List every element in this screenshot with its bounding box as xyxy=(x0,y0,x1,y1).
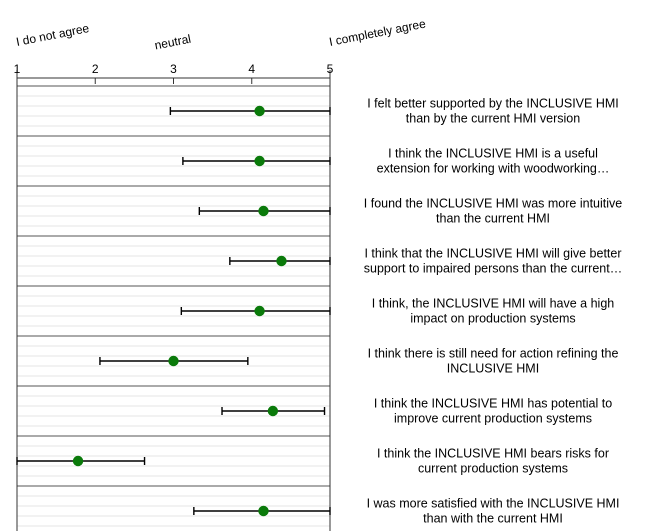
mean-point xyxy=(254,155,265,167)
statement-label: extension for working with woodworking… xyxy=(377,162,610,176)
statement-labels: I felt better supported by the INCLUSIVE… xyxy=(364,97,623,526)
statement-label: I think that the INCLUSIVE HMI will give… xyxy=(364,247,621,261)
statement-label: I think the INCLUSIVE HMI is a useful xyxy=(388,147,598,161)
statement-label: I think there is still need for action r… xyxy=(368,347,619,361)
scale-anchor-label: neutral xyxy=(153,32,192,53)
grid-layer xyxy=(17,95,330,527)
tick-label: 2 xyxy=(92,62,99,76)
statement-label: INCLUSIVE HMI xyxy=(447,362,539,376)
statement-label: impact on production systems xyxy=(410,312,575,326)
statement-label: I found the INCLUSIVE HMI was more intui… xyxy=(364,197,622,211)
statement-label: I think, the INCLUSIVE HMI will have a h… xyxy=(372,297,615,311)
mean-point xyxy=(258,505,269,517)
statement-label: than with the current HMI xyxy=(423,512,563,526)
statement-label: I felt better supported by the INCLUSIVE… xyxy=(367,97,619,111)
mean-point xyxy=(258,205,269,217)
statement-label: I think the INCLUSIVE HMI has potential … xyxy=(374,397,612,411)
scale-anchors: I do not agree neutral I completely agree xyxy=(15,16,427,52)
mean-point xyxy=(168,355,179,367)
tick-label: 1 xyxy=(14,62,21,76)
row-dividers xyxy=(17,85,330,487)
x-axis: 1 2 3 4 5 xyxy=(14,62,334,531)
statement-label: I was more satisfied with the INCLUSIVE … xyxy=(367,497,620,511)
tick-label: 4 xyxy=(248,62,255,76)
error-bars xyxy=(16,107,331,515)
mean-point xyxy=(254,105,265,117)
statement-label: support to impaired persons than the cur… xyxy=(364,262,622,276)
mean-points xyxy=(72,105,287,517)
tick-label: 5 xyxy=(327,62,334,76)
statement-label: than by the current HMI version xyxy=(406,112,580,126)
scale-anchor-label: I do not agree xyxy=(15,21,91,49)
statement-label: I think the INCLUSIVE HMI bears risks fo… xyxy=(377,447,609,461)
statement-label: current production systems xyxy=(418,462,568,476)
statement-label: improve current production systems xyxy=(394,412,592,426)
mean-point xyxy=(267,405,279,417)
mean-point xyxy=(72,455,84,467)
scale-anchor-label: I completely agree xyxy=(328,16,427,49)
mean-point xyxy=(276,255,287,267)
tick-label: 3 xyxy=(170,62,177,76)
statement-label: than the current HMI xyxy=(436,212,550,226)
mean-point xyxy=(254,305,265,317)
